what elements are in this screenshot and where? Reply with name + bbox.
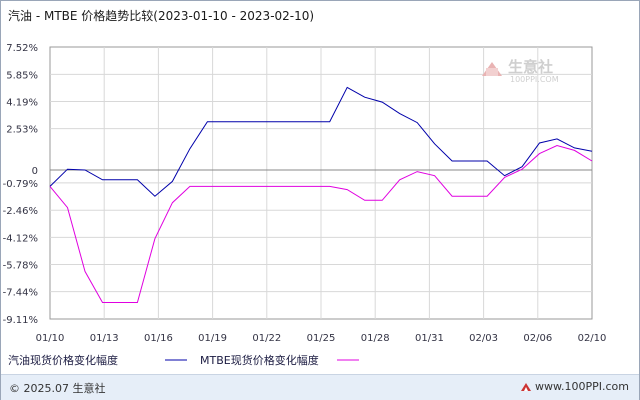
footer-site: www.100PPI.com <box>521 380 629 393</box>
watermark-icon-base <box>486 68 498 76</box>
x-tick-label: 01/31 <box>415 333 444 344</box>
y-tick-label: 5.85% <box>6 70 38 81</box>
y-tick-label: -7.44% <box>3 288 38 299</box>
x-tick-label: 01/22 <box>252 333 281 344</box>
y-tick-label: -0.79% <box>3 179 38 190</box>
y-tick-label: 2.53% <box>6 125 38 136</box>
series-line-gasoline <box>49 86 593 197</box>
footer-copyright: © 2025.07 生意社 <box>9 382 106 395</box>
legend-label-mtbe: MTBE现货价格变化幅度 <box>200 353 319 367</box>
y-tick-label: 7.52% <box>6 43 38 54</box>
watermark-subtext: 100PPI.COM <box>510 75 559 84</box>
series-line-mtbe <box>49 144 593 303</box>
y-axis-ticks: 7.52% 5.85% 4.19% 2.53% 0 -0.79% -2.46% -4.12% -… <box>3 43 38 326</box>
y-tick-label: -5.78% <box>3 261 38 272</box>
footer-site-text: www.100PPI.com <box>535 380 629 393</box>
series-layer <box>49 86 593 303</box>
legend: 汽油现货价格变化幅度 MTBE现货价格变化幅度 <box>8 353 359 367</box>
y-tick-label: -2.46% <box>3 206 38 217</box>
x-tick-label: 01/19 <box>198 333 227 344</box>
watermark-text: 生意社 <box>508 58 553 76</box>
x-tick-label: 01/16 <box>144 333 173 344</box>
footer-bar: © 2025.07 生意社 www.100PPI.com <box>1 374 639 400</box>
x-tick-label: 01/13 <box>90 333 119 344</box>
x-tick-label: 02/10 <box>578 333 607 344</box>
x-tick-label: 02/06 <box>523 333 552 344</box>
site-logo-icon <box>521 383 532 391</box>
x-tick-label: 01/25 <box>307 333 336 344</box>
y-tick-label: 4.19% <box>6 97 38 108</box>
x-axis-ticks: 01/10 01/13 01/16 01/19 01/22 01/25 01/28 01/31… <box>36 333 607 344</box>
x-tick-label: 01/10 <box>36 333 65 344</box>
x-tick-label: 01/28 <box>361 333 390 344</box>
x-tick-label: 02/03 <box>469 333 498 344</box>
chart-title: 汽油 - MTBE 价格趋势比较(2023-01-10 - 2023-02-10… <box>8 8 314 23</box>
y-tick-label: -9.11% <box>3 315 38 326</box>
y-tick-label: 0 <box>32 166 38 177</box>
y-tick-label: -4.12% <box>3 233 38 244</box>
legend-label-gasoline: 汽油现货价格变化幅度 <box>8 353 118 367</box>
